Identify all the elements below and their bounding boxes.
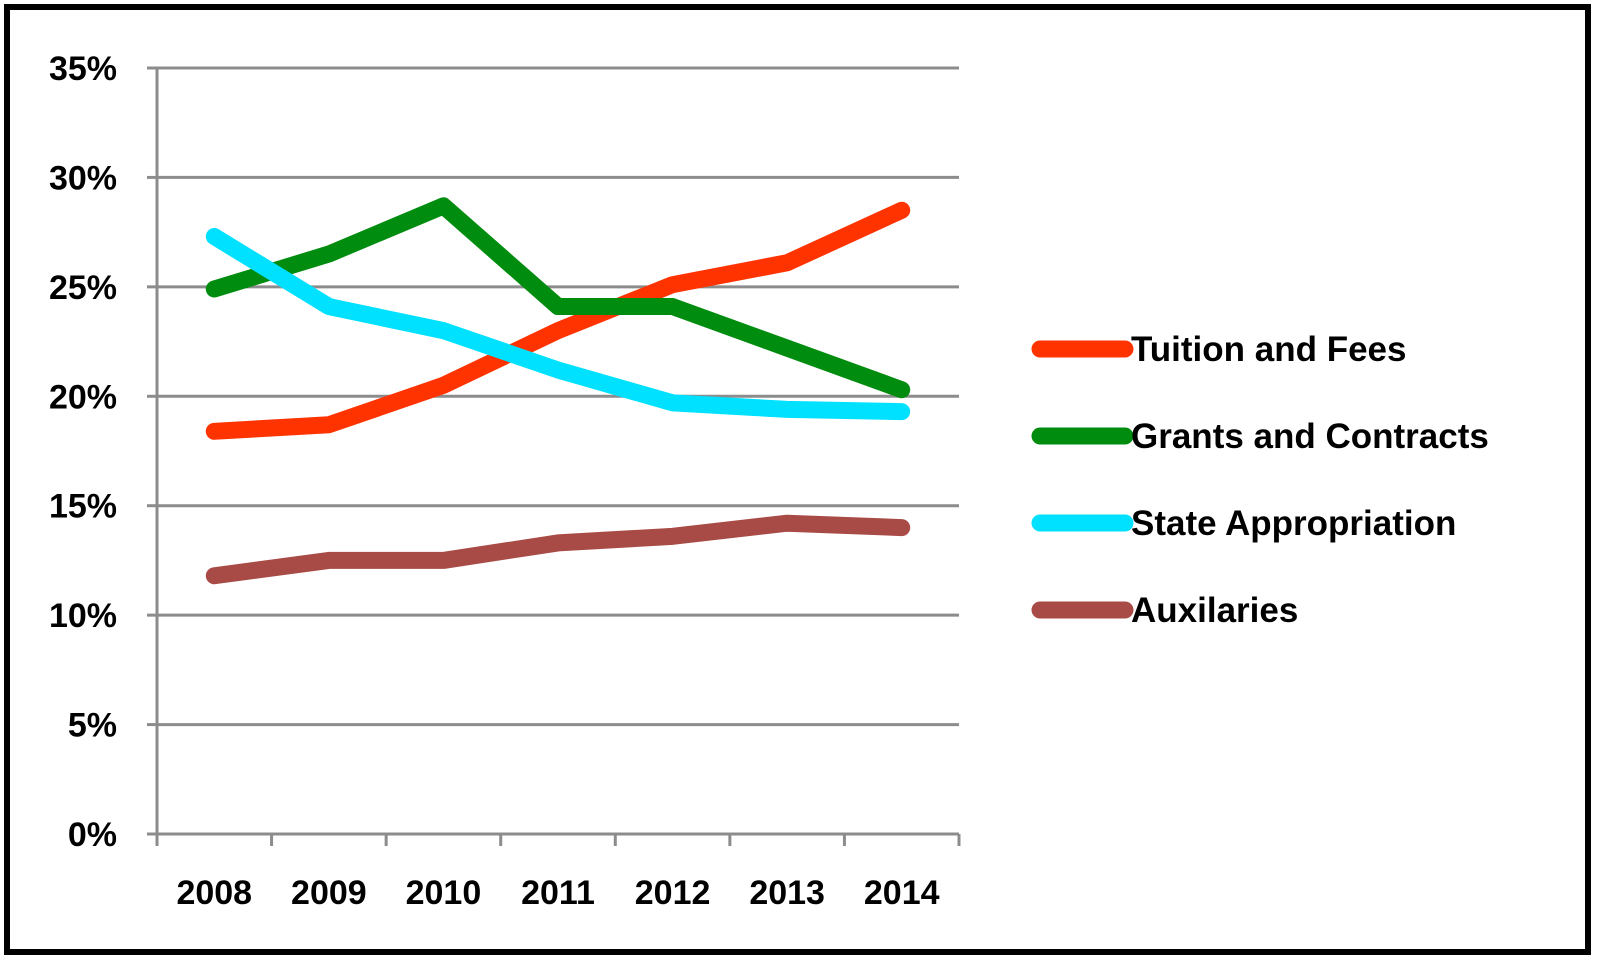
series-lines <box>205 197 911 585</box>
y-tick-label: 30% <box>49 159 117 197</box>
x-tick-label: 2011 <box>521 874 595 912</box>
legend-label: Grants and Contracts <box>1131 417 1489 456</box>
series-line <box>205 514 911 585</box>
y-tick-label: 20% <box>49 378 117 416</box>
series-line <box>205 228 911 421</box>
x-tick-label: 2012 <box>635 874 711 912</box>
series-line <box>205 201 911 440</box>
x-tick-label: 2014 <box>864 874 940 912</box>
y-tick-label: 0% <box>68 816 117 854</box>
y-tick-label: 35% <box>49 50 117 88</box>
legend: Tuition and Fees Grants and Contracts Stat… <box>1031 330 1489 630</box>
legend-label: State Appropriation <box>1131 504 1456 543</box>
chart-frame <box>4 4 1591 955</box>
x-tick-label: 2008 <box>176 874 252 912</box>
y-tick-label: 5% <box>68 707 117 745</box>
series-line <box>205 197 911 399</box>
legend-label: Auxilaries <box>1131 591 1298 630</box>
axes: 0% 5% 10% 15% 20% 25% 30% 35% 2008 2009 2010 2011 20… <box>49 50 961 912</box>
x-tick-label: 2010 <box>406 874 482 912</box>
x-tick-label: 2013 <box>749 874 825 912</box>
legend-label: Tuition and Fees <box>1131 330 1406 369</box>
x-tick-label: 2009 <box>291 874 367 912</box>
y-tick-label: 25% <box>49 269 117 307</box>
y-tick-label: 10% <box>49 597 117 635</box>
y-tick-label: 15% <box>49 488 117 526</box>
gridlines <box>157 66 959 727</box>
